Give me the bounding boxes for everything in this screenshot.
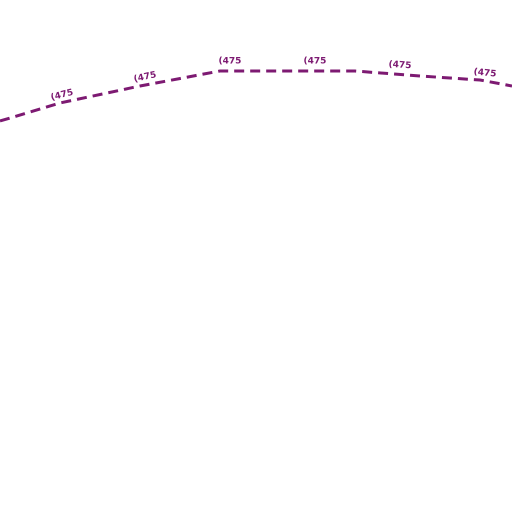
route-label: (475 [304,57,327,67]
route-label: (475 [133,70,157,85]
route-label: (475 [219,57,242,67]
route-label: (475 [388,60,412,72]
route-label: (475 [473,67,497,79]
route-line [0,69,512,123]
